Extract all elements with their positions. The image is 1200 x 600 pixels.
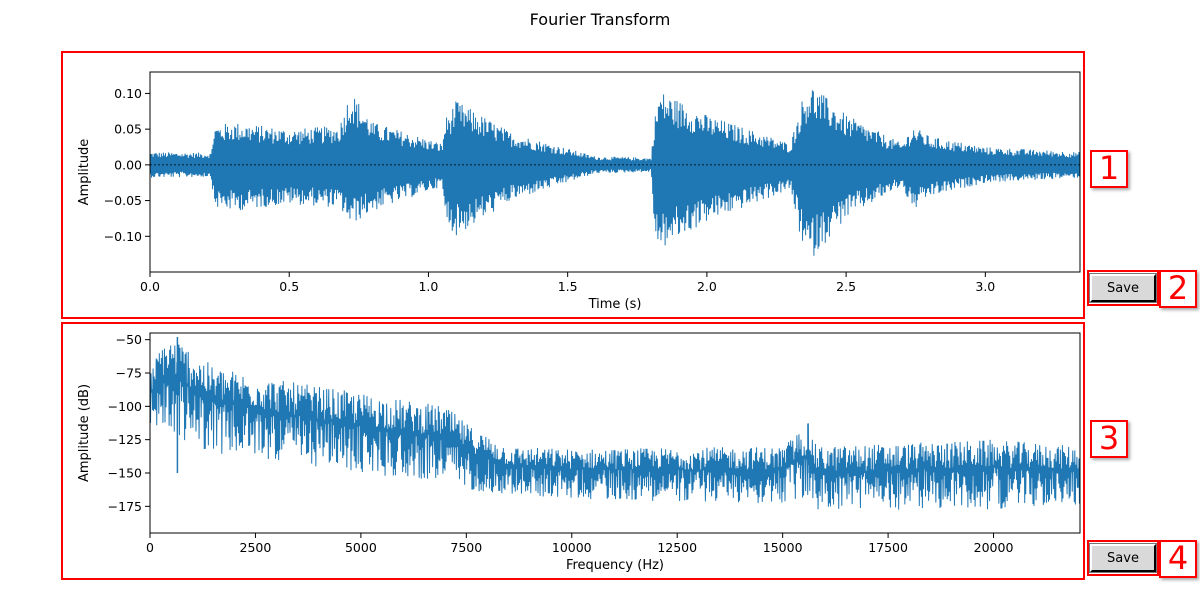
y-tick-label: −175	[108, 499, 142, 514]
annotation-label-4: 4	[1159, 540, 1197, 578]
x-tick-label: 10000	[552, 540, 592, 555]
x-tick-label: 15000	[763, 540, 803, 555]
x-tick-label: 2.0	[697, 279, 717, 294]
x-tick-label: 2.5	[836, 279, 856, 294]
highlight-box-frequency-plot	[61, 322, 1085, 580]
x-tick-label: 2500	[240, 540, 272, 555]
x-tick-label: 7500	[450, 540, 482, 555]
plot-frame	[149, 332, 1081, 534]
annotation-label-2: 2	[1159, 270, 1197, 308]
x-axis-label: Frequency (Hz)	[566, 558, 664, 573]
waveform-series	[149, 90, 1081, 256]
y-tick-label: −50	[116, 332, 142, 347]
plot-frame	[149, 71, 1081, 273]
y-tick-label: −100	[108, 399, 142, 414]
time-domain-plot: 0.0 0.5 1.0 1.5 2.0 2.5 3.0 0.10 0.05 0.00 −0.05 −0…	[77, 71, 1081, 312]
annotation-label-1: 1	[1090, 150, 1128, 188]
figure-title: Fourier Transform	[529, 10, 671, 29]
y-tick-label: −75	[116, 366, 142, 381]
x-tick-label: 0	[146, 540, 154, 555]
y-tick-label: −150	[108, 466, 142, 481]
y-tick-label: −0.10	[104, 229, 142, 244]
y-tick-label: −125	[108, 432, 142, 447]
y-tick-label: 0.05	[114, 122, 142, 137]
y-tick-label: −0.05	[104, 193, 142, 208]
x-tick-label: 1.0	[418, 279, 438, 294]
x-tick-label: 5000	[345, 540, 377, 555]
y-axis-label: Amplitude (dB)	[77, 384, 92, 482]
x-tick-label: 20000	[974, 540, 1014, 555]
x-tick-label: 3.0	[975, 279, 995, 294]
highlight-box-time-plot	[61, 51, 1085, 319]
y-tick-label: 0.10	[114, 86, 142, 101]
spectrum-series	[149, 344, 1081, 510]
x-tick-label: 12500	[657, 540, 697, 555]
highlight-box-save-bottom	[1087, 540, 1159, 576]
x-tick-label: 0.0	[140, 279, 160, 294]
frequency-domain-plot: 0 2500 5000 7500 10000 12500 15000 17500 20000 −5…	[77, 332, 1081, 573]
y-axis-label: Amplitude	[77, 139, 92, 206]
save-time-plot-button[interactable]: Save	[1089, 273, 1157, 303]
x-tick-label: 0.5	[279, 279, 299, 294]
save-frequency-plot-button[interactable]: Save	[1089, 543, 1157, 573]
highlight-box-save-top	[1087, 270, 1159, 306]
x-axis-label: Time (s)	[588, 297, 642, 312]
y-tick-label: 0.00	[114, 157, 142, 172]
x-tick-label: 17500	[868, 540, 908, 555]
annotation-label-3: 3	[1090, 420, 1128, 458]
x-tick-label: 1.5	[558, 279, 578, 294]
